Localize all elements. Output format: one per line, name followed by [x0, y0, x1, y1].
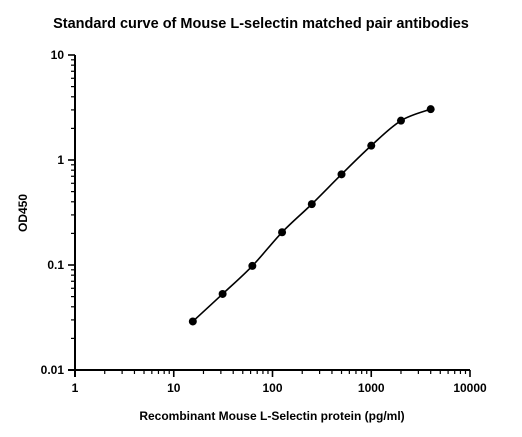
y-tick-label: 1	[57, 153, 64, 167]
data-point	[396, 116, 405, 125]
data-point	[218, 289, 227, 298]
y-tick-label: 10	[51, 48, 65, 62]
data-point	[337, 170, 346, 179]
y-axis-label: OD450	[16, 194, 30, 232]
x-tick-label: 1000	[358, 381, 385, 395]
data-point	[426, 105, 435, 114]
axes	[68, 55, 470, 377]
x-tick-label: 10000	[453, 381, 487, 395]
data-point	[367, 141, 376, 150]
data-point	[278, 228, 287, 237]
x-axis-label: Recombinant Mouse L-Selectin protein (pg…	[139, 409, 404, 423]
data-point	[248, 261, 257, 270]
y-tick-label: 0.1	[47, 258, 64, 272]
fit-curve	[192, 108, 431, 323]
points-layer	[188, 105, 435, 326]
data-point	[307, 200, 316, 209]
curve-layer	[192, 108, 431, 323]
ticks: 1 10 100 1000 10000 0.01 0.1 1 10	[41, 48, 487, 395]
x-tick-label: 1	[72, 381, 79, 395]
x-tick-label: 10	[167, 381, 181, 395]
x-tick-label: 100	[262, 381, 282, 395]
y-tick-label: 0.01	[41, 363, 65, 377]
data-point	[188, 317, 197, 326]
chart-title: Standard curve of Mouse L-selectin match…	[53, 16, 469, 32]
